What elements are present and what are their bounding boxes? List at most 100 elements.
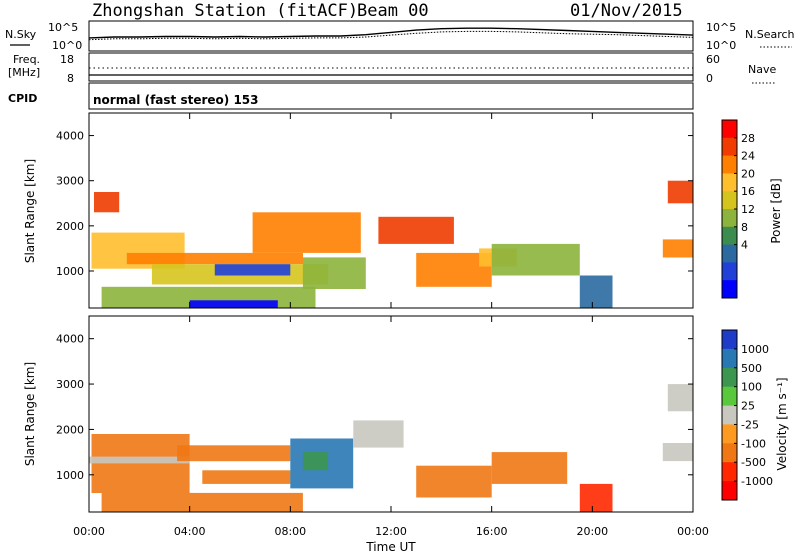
velocity_panel-colorbar-swatch-0 (722, 330, 737, 350)
velocity_panel-patch-0 (91, 434, 190, 493)
velocity_panel-colorbar-label-2: 100 (741, 381, 762, 394)
noise-left-label: N.Sky (5, 28, 37, 41)
noise-series-0 (88, 27, 694, 39)
power-panel: 4000 3000 2000 1000 Slant Range [km] 28 24 20… (23, 112, 783, 309)
power_panel-colorbar-label-1: 24 (741, 150, 755, 163)
power_panel-ytick-label-0: 4000 (56, 130, 84, 143)
velocity_panel-colorbar-label-0: 1000 (741, 343, 769, 356)
power_panel-patch-8 (302, 257, 366, 289)
power_panel-colorbar-label-4: 12 (741, 203, 755, 216)
power_panel-colorbar-label-5: 8 (741, 221, 748, 234)
power_panel-colorbar-swatch-7 (722, 244, 737, 263)
frequency-tick-bottom: 8 (67, 72, 74, 85)
power_panel-patch-7 (252, 212, 361, 253)
velocity_panel-colorbar-swatch-4 (722, 405, 737, 425)
power_panel-colorbar-label-3: 16 (741, 185, 755, 198)
velocity_panel-colorbar-label-7: -1000 (741, 475, 773, 488)
frequency-panel: Freq. [MHz] 18 8 60 0 Nave (8, 52, 776, 85)
power_panel-patch-13 (579, 275, 613, 308)
cpid-panel-frame (88, 82, 694, 110)
power_panel-colorbar-swatch-4 (722, 191, 737, 210)
nave-tick-top: 60 (706, 53, 720, 66)
power-colorbar-label: Power [dB] (769, 178, 783, 243)
frequency-label-1: Freq. (13, 53, 40, 66)
power_panel-colorbar-swatch-8 (722, 262, 737, 281)
power_panel-colorbar-label-6: 4 (741, 239, 748, 252)
power_panel-patch-15 (667, 180, 693, 204)
velocity_panel-patch-10 (579, 483, 613, 512)
power_panel-colorbar-label-0: 28 (741, 132, 755, 145)
power_panel-patch-6 (189, 300, 278, 308)
velocity_panel-ytick-label-1: 3000 (56, 378, 84, 391)
noise-panel-frame (88, 20, 694, 52)
velocity_panel-colorbar-label-5: -100 (741, 437, 766, 450)
cpid-panel: CPID normal (fast stereo) 153 (8, 82, 694, 110)
power_panel-colorbar-swatch-3 (722, 173, 737, 192)
frequency-label-2: [MHz] (8, 66, 40, 79)
velocity_panel-patch-4 (202, 470, 291, 484)
power_panel-ytick-label-2: 2000 (56, 220, 84, 233)
power_panel-patch-4 (214, 264, 291, 276)
power_panel-colorbar-swatch-1 (722, 137, 737, 157)
velocity_panel-patch-12 (667, 384, 693, 412)
power_panel-colorbar-swatch-6 (722, 226, 737, 246)
power_panel-ytick-label-3: 1000 (56, 265, 84, 278)
time-tick-label-5: 20:00 (576, 525, 608, 538)
velocity_panel-colorbar-swatch-8 (722, 481, 737, 501)
velocity_panel-colorbar-swatch-5 (722, 424, 737, 444)
velocity-colorbar-label: Velocity [m s⁻¹] (775, 377, 789, 470)
velocity_panel-colorbar-label-6: -500 (741, 456, 766, 469)
time-tick-label-3: 12:00 (375, 525, 407, 538)
noise-panel: N.Sky 10^5 10^0 10^5 10^0 N.Search (5, 20, 795, 52)
power_panel-colorbar-label-2: 20 (741, 167, 755, 180)
time-tick-label-1: 04:00 (174, 525, 206, 538)
velocity_panel-patch-8 (416, 465, 492, 498)
velocity_panel-colorbar-label-4: -25 (741, 418, 759, 431)
velocity_panel-colorbar-swatch-6 (722, 443, 737, 463)
velocity_panel-patch-11 (662, 443, 693, 462)
power_panel-colorbar-swatch-2 (722, 155, 737, 174)
velocity_panel-colorbar-swatch-3 (722, 386, 737, 407)
time-axis: 00:00 04:00 08:00 12:00 16:00 20:00 00:00 (73, 113, 709, 538)
time-tick-label-4: 16:00 (476, 525, 508, 538)
frequency-tick-top: 18 (60, 53, 74, 66)
velocity_panel-ytick-label-3: 1000 (56, 469, 84, 482)
velocity_panel-patch-9 (491, 452, 568, 484)
velocity_panel-colorbar-label-1: 500 (741, 362, 762, 375)
velocity-panel: 4000 3000 2000 1000 Slant Range [km] 1000 50… (23, 315, 789, 513)
power_panel-colorbar-swatch-5 (722, 209, 737, 228)
velocity_panel-patch-6 (302, 452, 329, 471)
noise-right-tick-bottom: 10^0 (706, 39, 736, 52)
beam-label: Beam 00 (357, 1, 429, 21)
date-label: 01/Nov/2015 (570, 1, 683, 21)
power_panel-colorbar-swatch-9 (722, 280, 737, 299)
noise-left-tick-top: 10^5 (48, 21, 78, 34)
power-ylabel: Slant Range [km] (23, 159, 37, 263)
velocity_panel-colorbar-frame (721, 329, 738, 501)
time-axis-label: Time UT (365, 540, 416, 554)
velocity_panel-ytick-label-2: 2000 (56, 423, 84, 436)
noise-left-tick-bottom: 10^0 (52, 39, 82, 52)
velocity_panel-patch-7 (353, 420, 404, 448)
station-title: Zhongshan Station (fitACF) (92, 1, 358, 21)
cpid-label: CPID (8, 92, 37, 105)
power_panel-patch-2 (126, 252, 303, 265)
noise-right-tick-top: 10^5 (706, 21, 736, 34)
velocity_panel-patch-1 (89, 456, 190, 464)
time-tick-label-0: 00:00 (73, 525, 105, 538)
mode-label: normal (fast stereo) 153 (93, 93, 259, 107)
nave-label: Nave (748, 63, 776, 76)
power_panel-patch-9 (378, 216, 454, 244)
power_panel-patch-14 (662, 239, 693, 258)
noise-right-label: N.Search (745, 28, 795, 41)
power_panel-ytick-label-1: 3000 (56, 175, 84, 188)
velocity_panel-colorbar-swatch-1 (722, 348, 737, 369)
time-tick-label-2: 08:00 (274, 525, 306, 538)
power_panel-colorbar-swatch-0 (722, 120, 737, 139)
power_panel-patch-1 (94, 192, 120, 213)
frequency-panel-frame (88, 52, 694, 82)
velocity_panel-colorbar-swatch-7 (722, 462, 737, 482)
nave-tick-bottom: 0 (706, 72, 713, 85)
velocity_panel-colorbar-swatch-2 (722, 367, 737, 388)
